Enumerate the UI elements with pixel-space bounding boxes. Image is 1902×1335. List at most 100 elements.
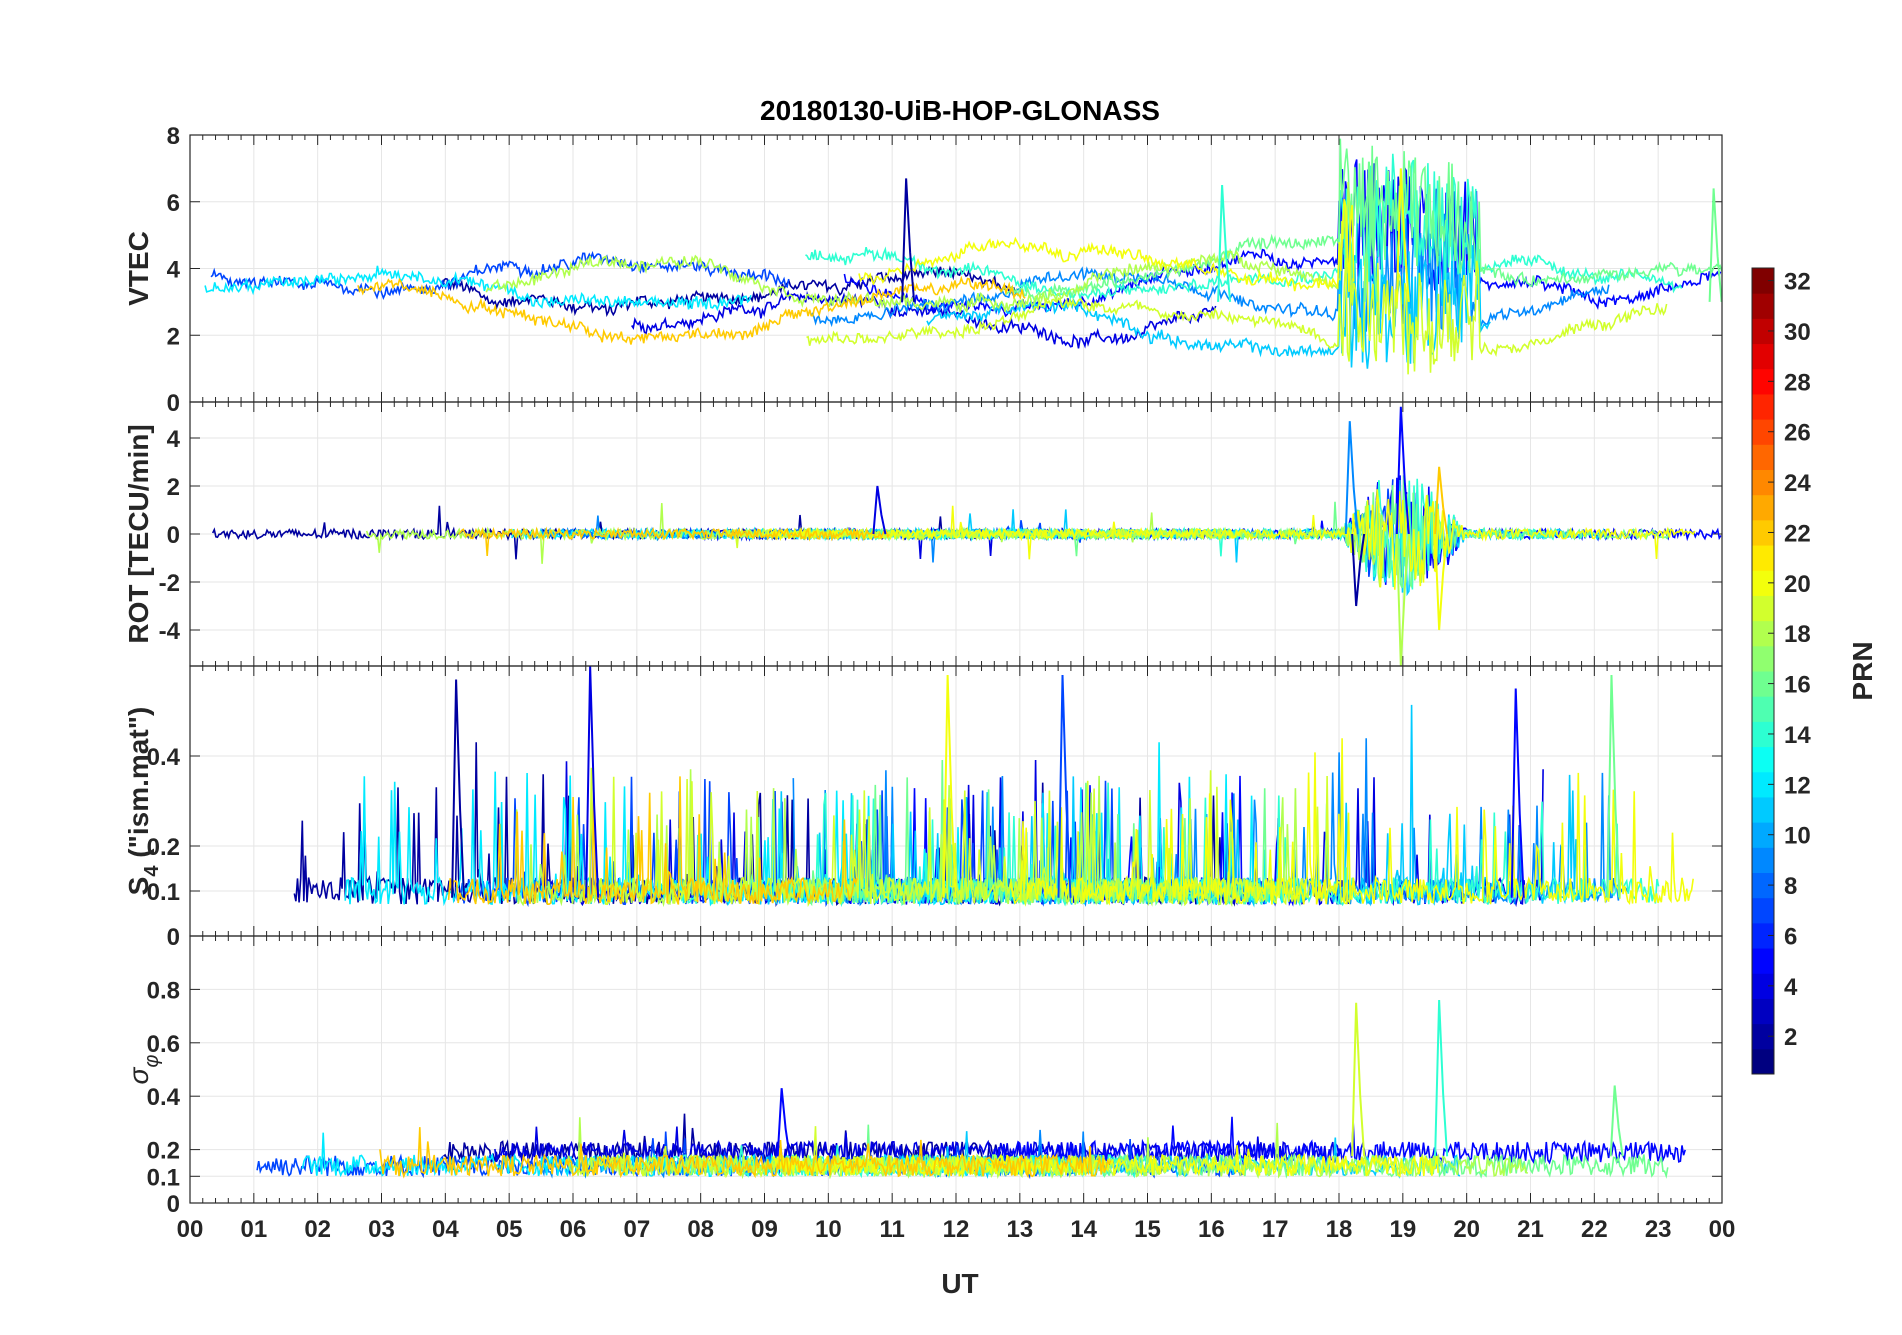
y-tick-label: 0.4 (147, 1084, 181, 1111)
y-tick-label: 8 (167, 123, 180, 150)
colorbar-label: PRN (1847, 641, 1878, 700)
y-axis-label: ROT [TECU/min] (123, 424, 154, 643)
colorbar-segment (1752, 922, 1774, 949)
data-series-trace (357, 275, 1026, 345)
colorbar-segment (1752, 570, 1774, 596)
colorbar-segment (1752, 872, 1774, 899)
y-tick-label: -2 (159, 570, 180, 597)
y-tick-label: 2 (167, 474, 180, 501)
data-point-spike (1395, 168, 1410, 302)
panel-frame (189, 935, 1723, 1204)
data-point-spike (1606, 674, 1621, 898)
colorbar-frame (1751, 267, 1775, 1075)
x-tick-label: 10 (815, 1216, 842, 1243)
x-tick-label: 01 (240, 1216, 267, 1243)
y-tick-label: -4 (159, 618, 181, 645)
y-tick-label: 0 (167, 390, 180, 417)
traces (211, 406, 1722, 666)
data-series-trace (1009, 738, 1694, 906)
traces (293, 666, 1694, 908)
colorbar-segment (1752, 620, 1774, 647)
y-tick-label: 0 (167, 924, 180, 951)
x-tick-label: 21 (1517, 1216, 1544, 1243)
y-axis-label: S4 ("ism.mat") (123, 707, 163, 896)
data-series-trace (379, 1127, 1112, 1179)
x-tick-label: 22 (1581, 1216, 1608, 1243)
colorbar-tick-label: 8 (1784, 873, 1797, 900)
data-point-spike (1510, 688, 1525, 898)
data-point-spike (901, 178, 916, 302)
colorbar-segment (1752, 595, 1774, 622)
data-series-trace (457, 526, 890, 556)
colorbar-segment (1752, 998, 1774, 1025)
x-tick-label: 23 (1645, 1216, 1672, 1243)
colorbar-segment (1752, 771, 1774, 798)
x-tick-label: 17 (1262, 1216, 1289, 1243)
colorbar-tick-label: 26 (1784, 420, 1811, 447)
x-tick-label: 07 (623, 1216, 650, 1243)
traces (256, 1000, 1686, 1180)
data-point-spike (1363, 161, 1378, 302)
data-point-spike (1351, 1002, 1366, 1157)
colorbar-tick-label: 22 (1784, 520, 1811, 547)
data-point-spike (1708, 188, 1722, 302)
colorbar-tick-label: 24 (1784, 470, 1811, 497)
data-point-spike (585, 666, 600, 898)
x-tick-label: 13 (1006, 1216, 1033, 1243)
panel-4: 00.10.2 0.4 0.6 0.8 σφ (123, 935, 1723, 1218)
y-tick-label: 4 (167, 426, 181, 453)
x-tick-label: 12 (943, 1216, 970, 1243)
y-tick-label: 0.6 (147, 1031, 180, 1058)
data-series-trace (806, 249, 1668, 375)
colorbar-segment (1752, 746, 1774, 773)
colorbar-segment (1752, 444, 1774, 470)
colorbar-segment (1752, 1023, 1774, 1050)
colorbar-tick-label: 6 (1784, 923, 1797, 950)
y-tick-label: 0.1 (147, 879, 180, 906)
data-series-trace (631, 289, 1217, 349)
colorbar-tick-label: 4 (1784, 974, 1798, 1001)
data-point-spike (1395, 406, 1410, 535)
x-tick-label: 03 (368, 1216, 395, 1243)
data-point-spike (942, 674, 957, 898)
data-point-spike (1609, 1085, 1624, 1157)
data-point-spike (1344, 421, 1359, 535)
data-series-trace (485, 181, 1354, 314)
data-point-spike (1434, 533, 1449, 631)
data-point-spike (1057, 674, 1072, 898)
x-tick-label: 04 (432, 1216, 459, 1243)
x-tick-label: 15 (1134, 1216, 1161, 1243)
x-tick-label: 11 (879, 1216, 904, 1243)
data-point-spike (872, 485, 887, 535)
colorbar-segment (1752, 671, 1774, 697)
x-axis-label: UT (941, 1268, 978, 1299)
colorbar-segment (1752, 796, 1774, 823)
colorbar-segment (1752, 368, 1774, 395)
panel-1: 0 2 4 6 8 VTEC (123, 123, 1723, 417)
colorbar-segment (1752, 469, 1774, 496)
y-tick-label: 2 (167, 323, 180, 350)
y-tick-label: 4 (167, 257, 181, 284)
data-series-trace (494, 1126, 1340, 1166)
colorbar-segment (1752, 948, 1774, 974)
y-tick-label: 0.2 (147, 1138, 180, 1165)
colorbar-tick-label: 18 (1784, 621, 1811, 648)
y-tick-label: 0.8 (147, 977, 180, 1004)
x-tick-label: 00 (1709, 1216, 1736, 1243)
x-tick-label: 14 (1070, 1216, 1097, 1243)
data-series-trace (204, 265, 752, 312)
colorbar-segment (1752, 1048, 1774, 1075)
colorbar-segment (1752, 268, 1774, 294)
colorbar-segment (1752, 419, 1774, 445)
colorbar-segment (1752, 721, 1774, 748)
colorbar-tick-label: 20 (1784, 571, 1811, 598)
colorbar-segment (1752, 318, 1774, 345)
y-tick-label: 0 (167, 522, 180, 549)
x-tick-label: 00 (177, 1216, 204, 1243)
colorbar-segment (1752, 973, 1774, 999)
colorbar-segment (1752, 545, 1774, 571)
data-series-trace (766, 489, 1696, 590)
x-tick-label: 09 (751, 1216, 778, 1243)
